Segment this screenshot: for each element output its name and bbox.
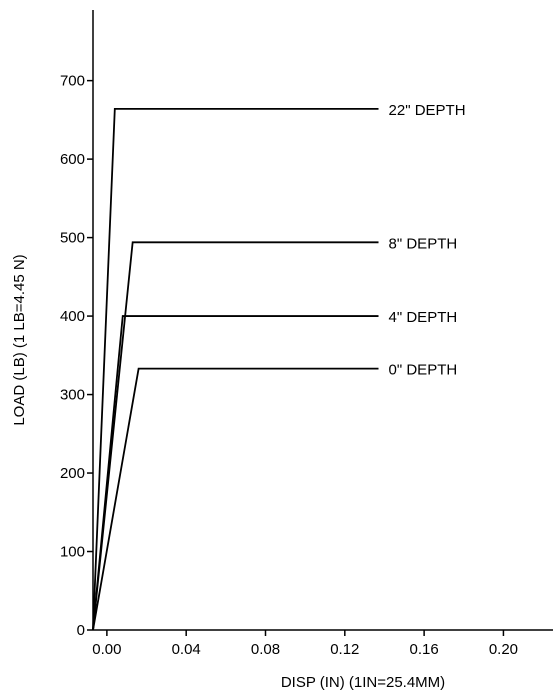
series-line-0: [92, 107, 379, 631]
series-line-1: [92, 241, 379, 631]
series-line-3: [92, 367, 379, 631]
x-tick-label: 0.08: [251, 641, 280, 658]
y-tick-label: 300: [60, 387, 85, 404]
x-tick-label: 0.04: [172, 641, 201, 658]
y-tick-label: 200: [60, 465, 85, 482]
y-tick-label: 0: [77, 622, 85, 639]
series-line-2: [92, 315, 379, 631]
x-axis-title: DISP (IN) (1IN=25.4MM): [281, 674, 445, 691]
series-labels: 22" DEPTH 8" DEPTH 4" DEPTH 0" DEPTH: [389, 102, 466, 379]
x-tick-label: 0.16: [410, 641, 439, 658]
x-tick-label: 0.20: [489, 641, 518, 658]
ticks: 0 100 200 300 400 500 600 700 0.00 0.04 0.08 0.12 0.…: [60, 73, 518, 658]
x-tick-label: 0.12: [330, 641, 359, 658]
y-tick-label: 700: [60, 73, 85, 90]
y-tick-label: 100: [60, 544, 85, 561]
series-label-0: 22" DEPTH: [389, 102, 466, 119]
series-label-1: 8" DEPTH: [389, 235, 458, 252]
x-tick-label: 0.00: [92, 641, 121, 658]
series-label-2: 4" DEPTH: [389, 309, 458, 326]
series-lines: [92, 107, 379, 631]
y-tick-label: 400: [60, 308, 85, 325]
y-tick-label: 500: [60, 230, 85, 247]
axes: [92, 10, 553, 631]
y-tick-label: 600: [60, 151, 85, 168]
y-axis-title: LOAD (LB) (1 LB=4.45 N): [11, 254, 28, 425]
series-label-3: 0" DEPTH: [389, 362, 458, 379]
